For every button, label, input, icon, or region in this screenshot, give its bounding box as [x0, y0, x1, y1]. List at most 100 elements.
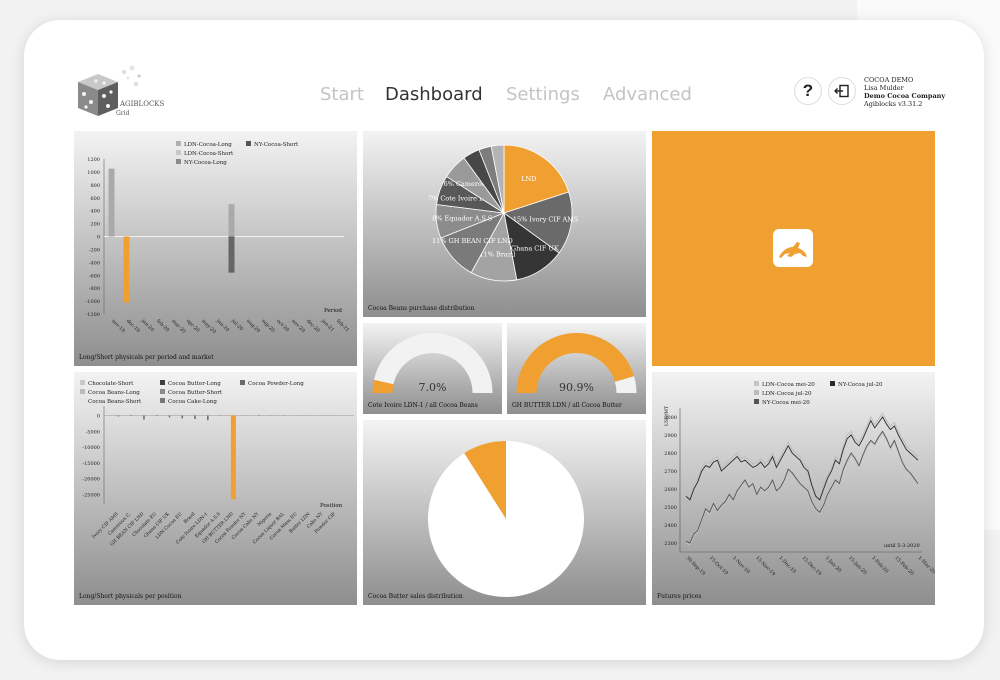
tile-butter-distribution[interactable]: Cocoa Butter sales distribution: [363, 420, 646, 605]
x-tick-label: 1-Mar-20: [917, 555, 935, 575]
series-line: [685, 416, 919, 501]
x-tick-label: mar-20: [170, 318, 187, 335]
tile-title: Cocoa Beans purchase distribution: [368, 305, 475, 312]
pie-slice: [490, 144, 505, 214]
legend-swatch: [754, 399, 759, 404]
y-tick-label: 2700: [664, 469, 677, 475]
tile-longshort-period[interactable]: LDN-Cocoa-Long NY-Cocoa-Short LDN-Cocoa-Sh…: [74, 131, 357, 366]
legend-swatch: [80, 398, 85, 403]
x-tick-label: nov-20: [290, 318, 306, 334]
help-button[interactable]: ?: [794, 77, 822, 105]
slice-label: 8% Equador A.S.S: [432, 214, 492, 222]
tile-purchase-distribution[interactable]: LND 15% Ivory CIF AMS 12% Ghana CIF UK 11% …: [363, 131, 646, 317]
legend-swatch: [754, 390, 759, 395]
tile-longshort-position[interactable]: Chocolate-Short Cocoa Butter-Long Cocoa Po…: [74, 372, 357, 605]
date-note: until 5-3-2020: [884, 543, 920, 549]
nav-tab-start[interactable]: Start: [320, 84, 364, 105]
futures-line-chart: LDN-Cocoa mei-20 NY-Cocoa jul-20 LDN-Cocoa…: [664, 381, 935, 577]
slice-label: 7% Cote Ivoire LDN-1: [428, 195, 501, 203]
y-tick-label: 400: [90, 209, 100, 215]
x-tick-label: 15-Nov-19: [754, 555, 776, 577]
y-tick-label: 2300: [664, 541, 677, 547]
legend-label: LDN-Cocoa jul-20: [762, 391, 812, 397]
legend-label: Cocoa Beans-Long: [88, 390, 140, 396]
legend-swatch: [754, 381, 759, 386]
x-tick-label: sep-20: [260, 318, 276, 334]
legend-label: LDN-Cocoa-Long: [184, 142, 232, 148]
legend-label: NY-Cocoa-Long: [184, 160, 227, 166]
x-tick-label: 15-Jan-20: [847, 555, 868, 576]
company-name: Demo Cocoa Company: [864, 92, 946, 100]
legend-label: Cocoa Butter-Long: [168, 381, 221, 387]
y-tick-label: -600: [89, 273, 100, 279]
x-tick-label: 15-Feb-20: [893, 555, 915, 577]
tile-gauge-gh-butter[interactable]: 90.9% GH BUTTER LDN / all Cocoa Butter: [507, 323, 646, 414]
purchase-pie-chart: LND 15% Ivory CIF AMS 12% Ghana CIF UK11% …: [428, 144, 578, 282]
x-tick-label: 15-Oct-19: [708, 555, 729, 576]
gauge-fill: [516, 332, 635, 393]
bar: [194, 415, 196, 419]
tile-title: Futures prices: [657, 593, 702, 600]
legend-label: Cocoa Beans-Short: [88, 399, 142, 405]
y-tick-label: 0: [97, 413, 100, 419]
y-tick-label: 3000: [664, 415, 677, 421]
legend-swatch: [246, 141, 251, 146]
x-tick-label: 1-Dec-19: [777, 555, 797, 575]
legend-label: Cocoa Butter-Short: [168, 390, 223, 396]
butter-pie-chart: [428, 441, 584, 597]
y-tick-label: 2900: [664, 433, 677, 439]
x-tick-label: 1-Feb-20: [870, 555, 889, 574]
tile-title: Long/Short physicals per position: [79, 593, 182, 600]
nav-tab-advanced[interactable]: Advanced: [603, 84, 692, 105]
bar: [181, 415, 184, 419]
x-axis-label: Position: [320, 503, 343, 509]
pie-slice: [503, 144, 570, 214]
pie-slice: [464, 441, 506, 519]
nav-tab-settings[interactable]: Settings: [506, 84, 580, 105]
y-tick-label: -5000: [86, 429, 100, 435]
x-tick-label: oct-20: [275, 318, 290, 333]
x-tick-label: dec-20: [305, 318, 321, 334]
y-tick-label: -10000: [82, 445, 100, 451]
tile-gauge-cote-ivoire[interactable]: 7.0% Cote Ivoire LDN-1 / all Cocoa Beans: [363, 323, 502, 414]
nav-tab-dashboard[interactable]: Dashboard: [385, 84, 483, 105]
app-name: COCOA DEMO: [864, 76, 914, 84]
y-tick-label: 200: [90, 222, 100, 228]
bar: [228, 204, 235, 237]
legend-swatch: [80, 380, 85, 385]
bar: [108, 168, 115, 237]
legend-swatch: [176, 150, 181, 155]
slice-label: LND: [521, 175, 536, 183]
legend-label: LDN-Cocoa mei-20: [762, 382, 815, 388]
slice-label: 15% Ivory CIF AMS: [513, 216, 578, 224]
y-tick-label: -200: [89, 247, 100, 253]
gauge-fill: [372, 379, 394, 393]
y-tick-label: -1200: [86, 312, 100, 318]
x-tick-label: may-20: [200, 318, 217, 335]
tile-brand[interactable]: [652, 131, 935, 366]
pie-slice: [428, 441, 584, 597]
x-tick-label: aug-20: [245, 318, 261, 334]
agiblocks-logo[interactable]: AGIBLOCKS: [74, 62, 174, 122]
logo-wordmark: AGIBLOCKS: [119, 100, 165, 108]
hare-logo-icon: [773, 229, 813, 267]
gauge-remainder: [614, 376, 637, 393]
logout-button[interactable]: [828, 77, 856, 105]
tile-futures-prices[interactable]: LDN-Cocoa mei-20 NY-Cocoa jul-20 LDN-Cocoa…: [652, 372, 935, 605]
pie-slice: [503, 191, 573, 254]
x-tick-label: feb-20: [155, 318, 170, 333]
y-tick-label: -20000: [82, 477, 100, 483]
bar: [143, 415, 145, 420]
gauge-chart: 90.9%: [516, 332, 637, 394]
legend-label: NY-Cocoa-Short: [254, 142, 299, 148]
legend-swatch: [160, 398, 165, 403]
tile-title: GH BUTTER LDN / all Cocoa Butter: [512, 402, 622, 409]
bar: [207, 415, 209, 421]
slice-label: 6% Cameroon C...: [444, 180, 503, 188]
longshort-position-chart: Chocolate-Short Cocoa Butter-Long Cocoa Po…: [80, 380, 354, 548]
longshort-period-chart: LDN-Cocoa-Long NY-Cocoa-Short LDN-Cocoa-Sh…: [86, 141, 350, 335]
bar: [230, 415, 236, 500]
gauge-value: 90.9%: [559, 381, 594, 394]
legend-swatch: [80, 389, 85, 394]
y-tick-label: 2400: [664, 523, 677, 529]
